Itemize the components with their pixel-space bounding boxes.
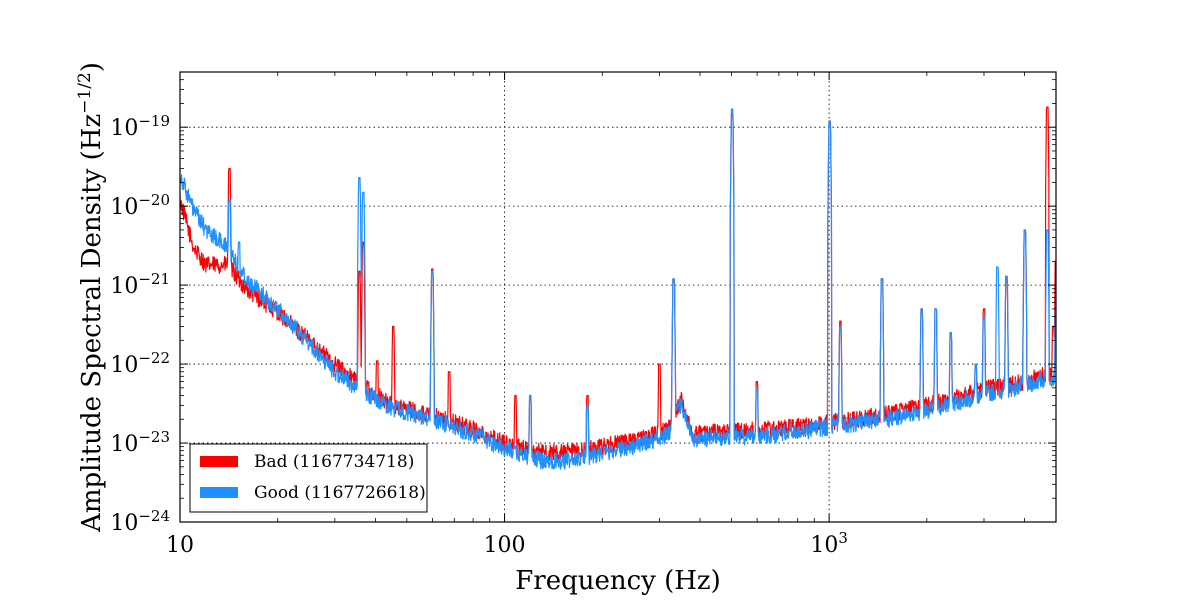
y-tick-label-base: 10 <box>110 274 138 299</box>
y-tick-label: 10−24 <box>110 507 170 536</box>
y-tick-label: 10−22 <box>110 349 170 378</box>
legend-label-bad: Bad (1167734718) <box>254 452 414 472</box>
x-tick-label-base: 100 <box>484 533 526 558</box>
y-tick-label-exponent: −21 <box>138 270 170 288</box>
x-tick-label-base: 10 <box>166 533 194 558</box>
axis-ticks <box>179 72 1056 523</box>
y-axis-title-main: Amplitude Spectral Density (Hz <box>77 114 107 533</box>
x-tick-label: 103 <box>810 529 848 558</box>
legend-swatch-bad <box>200 456 238 467</box>
series-layer <box>180 106 1056 470</box>
y-tick-label-base: 10 <box>110 116 138 141</box>
y-tick-label-exponent: −23 <box>138 428 170 446</box>
y-axis-title: Amplitude Spectral Density (Hz−1/2) <box>75 62 107 533</box>
x-tick-labels: 10 100 103 <box>166 529 848 558</box>
y-tick-label-base: 10 <box>110 353 138 378</box>
series-line-0 <box>180 106 1056 462</box>
y-tick-label-base: 10 <box>110 432 138 457</box>
y-tick-label-exponent: −22 <box>138 349 170 367</box>
y-tick-label-base: 10 <box>110 195 138 220</box>
y-tick-label-base: 10 <box>110 511 138 536</box>
y-tick-label-exponent: −19 <box>138 112 170 130</box>
y-axis-title-exponent: −1/2 <box>75 72 95 114</box>
series-line-1 <box>180 108 1056 470</box>
x-tick-label: 10 <box>166 533 194 558</box>
y-tick-label-exponent: −20 <box>138 191 170 209</box>
y-tick-label: 10−23 <box>110 428 170 457</box>
x-tick-label-base: 10 <box>810 533 838 558</box>
y-tick-label: 10−20 <box>110 191 170 220</box>
legend-label-good: Good (1167726618) <box>254 483 426 503</box>
x-tick-label: 100 <box>484 533 526 558</box>
legend-swatch-good <box>200 487 238 498</box>
x-axis-title: Frequency (Hz) <box>515 566 721 596</box>
y-tick-label: 10−21 <box>110 270 170 299</box>
legend-box <box>189 443 428 513</box>
legend: Bad (1167734718) Good (1167726618) <box>189 443 428 513</box>
y-axis-title-suffix: ) <box>77 62 107 72</box>
y-tick-label: 10−19 <box>110 112 170 141</box>
y-tick-label-exponent: −24 <box>138 507 170 525</box>
x-tick-label-exponent: 3 <box>838 529 848 547</box>
